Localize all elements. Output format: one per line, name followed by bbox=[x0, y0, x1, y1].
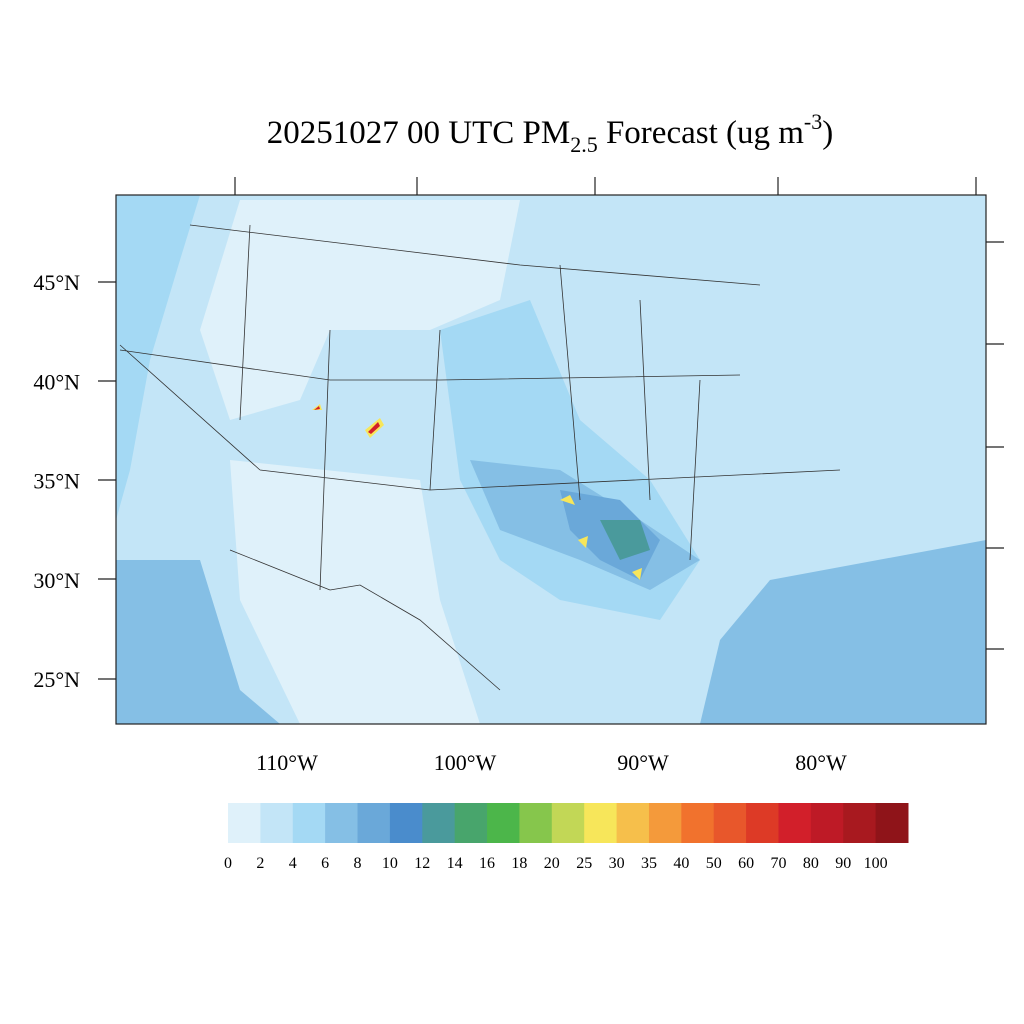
colorbar-label: 40 bbox=[673, 855, 689, 872]
colorbar-box bbox=[422, 803, 456, 843]
colorbar-box bbox=[228, 803, 261, 843]
title-middle: Forecast (ug m bbox=[598, 115, 805, 151]
colorbar-box bbox=[746, 803, 779, 843]
colorbar-label: 50 bbox=[706, 855, 722, 872]
colorbar-label: 30 bbox=[609, 855, 625, 872]
title-main: 20251027 00 UTC PM bbox=[267, 115, 570, 151]
colorbar-label: 60 bbox=[738, 855, 754, 872]
shading bbox=[116, 560, 280, 724]
colorbar-box bbox=[260, 803, 294, 843]
colorbar-label: 2 bbox=[256, 855, 264, 872]
colorbar-label: 0 bbox=[224, 855, 232, 872]
colorbar-box bbox=[454, 803, 488, 843]
colorbar-label: 90 bbox=[835, 855, 851, 872]
lat-label: 35°N bbox=[33, 469, 80, 494]
lon-label: 90°W bbox=[617, 750, 669, 775]
lat-label: 45°N bbox=[33, 270, 80, 295]
colorbar-box bbox=[519, 803, 553, 843]
colorbar-label: 70 bbox=[770, 855, 786, 872]
hotspot bbox=[314, 406, 380, 434]
shading bbox=[600, 520, 650, 560]
lat-label: 30°N bbox=[33, 568, 80, 593]
colorbar-label: 20 bbox=[544, 855, 560, 872]
colorbar-label: 4 bbox=[289, 855, 297, 872]
colorbar-box bbox=[681, 803, 715, 843]
lat-label: 25°N bbox=[33, 667, 80, 692]
colorbar-box bbox=[325, 803, 359, 843]
lon-label: 110°W bbox=[256, 750, 318, 775]
colorbar-label: 10 bbox=[382, 855, 398, 872]
colorbar-label: 16 bbox=[479, 855, 495, 872]
colorbar-box bbox=[810, 803, 844, 843]
lat-label: 40°N bbox=[33, 369, 80, 394]
colorbar-box bbox=[292, 803, 326, 843]
colorbar-box bbox=[648, 803, 682, 843]
title-end: ) bbox=[822, 115, 833, 151]
title-subscript: 2.5 bbox=[570, 132, 598, 157]
colorbar-label: 18 bbox=[511, 855, 527, 872]
lon-label: 80°W bbox=[795, 750, 847, 775]
title-superscript: -3 bbox=[804, 109, 822, 134]
shading bbox=[700, 540, 986, 724]
colorbar-box bbox=[616, 803, 650, 843]
colorbar-box bbox=[357, 803, 391, 843]
colorbar-box bbox=[778, 803, 812, 843]
ticks bbox=[98, 177, 1004, 680]
colorbar-label: 100 bbox=[864, 855, 888, 872]
colorbar-label: 14 bbox=[447, 855, 463, 872]
colorbar-box bbox=[584, 803, 618, 843]
title: 20251027 00 UTC PM2.5 Forecast (ug m-3) bbox=[267, 109, 833, 157]
boundaries bbox=[119, 224, 841, 691]
colorbar-box bbox=[551, 803, 585, 843]
colorbar-label: 12 bbox=[414, 855, 430, 872]
colorbar-box bbox=[487, 803, 520, 843]
shading bbox=[230, 460, 480, 724]
colorbar-label: 35 bbox=[641, 855, 657, 872]
colorbar-box bbox=[875, 803, 909, 843]
colorbar-label: 80 bbox=[803, 855, 819, 872]
colorbar-label: 8 bbox=[354, 855, 362, 872]
colorbar-box bbox=[713, 803, 747, 843]
colorbar-box bbox=[389, 803, 423, 843]
map-frame bbox=[115, 194, 987, 725]
lon-label: 100°W bbox=[434, 750, 497, 775]
map bbox=[115, 194, 987, 725]
shading bbox=[116, 195, 200, 520]
colorbar-label: 25 bbox=[576, 855, 592, 872]
colorbar-box bbox=[843, 803, 877, 843]
colorbar-label: 6 bbox=[321, 855, 329, 872]
